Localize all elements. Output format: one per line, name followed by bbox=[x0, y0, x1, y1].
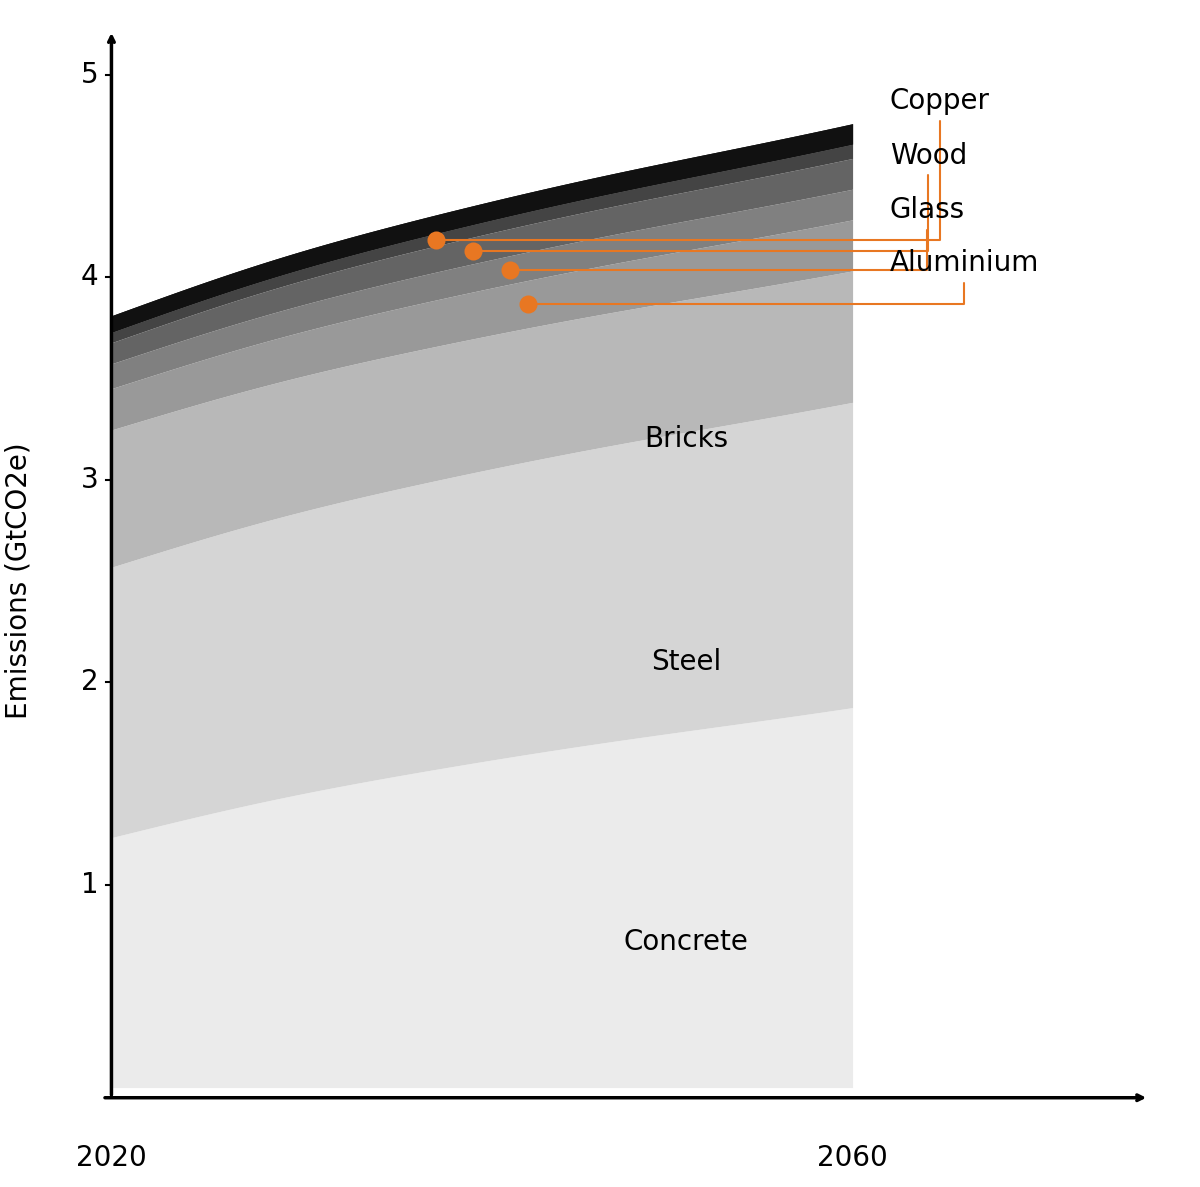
Text: Concrete: Concrete bbox=[623, 928, 749, 956]
Text: Wood: Wood bbox=[475, 141, 967, 250]
Text: 2020: 2020 bbox=[76, 1144, 146, 1173]
Text: Glass: Glass bbox=[512, 196, 965, 269]
Text: 2060: 2060 bbox=[817, 1144, 888, 1173]
Text: Copper: Copper bbox=[438, 87, 990, 240]
Text: 3: 3 bbox=[80, 465, 98, 494]
Text: Emissions (GtCO2e): Emissions (GtCO2e) bbox=[5, 443, 32, 719]
Text: Bricks: Bricks bbox=[643, 425, 728, 453]
Text: 4: 4 bbox=[80, 264, 98, 291]
Text: Steel: Steel bbox=[650, 648, 721, 677]
Text: 1: 1 bbox=[80, 871, 98, 899]
Text: 5: 5 bbox=[80, 61, 98, 89]
Text: 2: 2 bbox=[80, 668, 98, 697]
Text: Aluminium: Aluminium bbox=[532, 249, 1039, 304]
